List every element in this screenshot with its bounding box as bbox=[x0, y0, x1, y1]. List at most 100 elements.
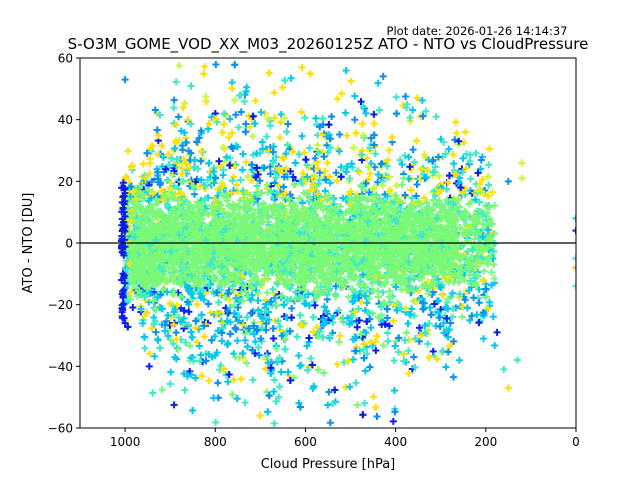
scatter-point bbox=[308, 361, 316, 369]
scatter-point bbox=[278, 169, 286, 177]
scatter-point bbox=[295, 292, 303, 300]
scatter-point bbox=[344, 314, 352, 322]
scatter-point bbox=[264, 359, 272, 367]
scatter-point bbox=[187, 120, 195, 128]
scatter-point bbox=[242, 158, 250, 166]
scatter-point bbox=[357, 330, 365, 338]
scatter-point bbox=[465, 287, 473, 295]
scatter-point bbox=[230, 301, 238, 309]
scatter-point bbox=[458, 313, 466, 321]
scatter-point bbox=[447, 274, 455, 282]
scatter-point bbox=[332, 293, 340, 301]
scatter-point bbox=[148, 178, 156, 186]
scatter-point bbox=[284, 120, 292, 128]
scatter-point bbox=[225, 296, 233, 304]
scatter-point bbox=[466, 157, 474, 165]
scatter-point bbox=[221, 294, 229, 302]
scatter-point bbox=[276, 323, 284, 331]
scatter-point bbox=[385, 188, 393, 196]
scatter-point bbox=[326, 144, 334, 152]
scatter-point bbox=[484, 192, 492, 200]
scatter-point bbox=[205, 377, 213, 385]
scatter-point bbox=[467, 277, 475, 285]
scatter-point bbox=[286, 376, 294, 384]
scatter-point bbox=[336, 203, 344, 211]
scatter-point bbox=[475, 285, 483, 293]
scatter-point bbox=[443, 314, 451, 322]
scatter-point bbox=[351, 308, 359, 316]
scatter-point bbox=[422, 173, 430, 181]
scatter-point bbox=[343, 162, 351, 170]
scatter-point bbox=[297, 321, 305, 329]
scatter-point bbox=[205, 120, 213, 128]
scatter-point bbox=[412, 192, 420, 200]
scatter-point bbox=[165, 161, 173, 169]
scatter-point bbox=[448, 313, 456, 321]
scatter-point bbox=[212, 214, 220, 222]
scatter-point bbox=[174, 196, 182, 204]
scatter-point bbox=[289, 206, 297, 214]
scatter-point bbox=[174, 345, 182, 353]
scatter-point bbox=[223, 317, 231, 325]
scatter-point bbox=[201, 63, 209, 71]
scatter-point bbox=[263, 133, 271, 141]
scatter-point bbox=[210, 394, 218, 402]
scatter-point bbox=[370, 141, 378, 149]
scatter-point bbox=[412, 335, 420, 343]
scatter-point bbox=[264, 189, 272, 197]
scatter-point bbox=[212, 60, 220, 68]
scatter-point bbox=[160, 153, 168, 161]
scatter-point bbox=[322, 212, 330, 220]
scatter-point bbox=[457, 184, 465, 192]
scatter-point bbox=[351, 333, 359, 341]
scatter-point bbox=[127, 288, 135, 296]
scatter-point bbox=[252, 97, 260, 105]
scatter-point bbox=[225, 371, 233, 379]
scatter-point bbox=[181, 99, 189, 107]
scatter-point bbox=[196, 357, 204, 365]
scatter-point bbox=[143, 149, 151, 157]
scatter-point bbox=[228, 391, 236, 398]
scatter-point bbox=[233, 337, 241, 345]
scatter-point bbox=[417, 331, 425, 339]
scatter-point bbox=[291, 202, 299, 210]
scatter-point bbox=[215, 298, 223, 306]
scatter-point bbox=[278, 357, 286, 365]
scatter-point bbox=[321, 167, 329, 175]
scatter-point bbox=[278, 332, 286, 340]
scatter-point bbox=[310, 382, 318, 390]
scatter-point bbox=[306, 186, 314, 194]
scatter-point bbox=[301, 114, 309, 122]
scatter-point bbox=[351, 92, 359, 100]
scatter-point bbox=[392, 182, 400, 190]
scatter-point bbox=[465, 271, 473, 279]
scatter-point bbox=[141, 293, 149, 301]
scatter-point bbox=[210, 168, 218, 176]
scatter-point bbox=[313, 323, 321, 331]
scatter-point bbox=[140, 333, 148, 341]
scatter-point bbox=[216, 290, 224, 298]
scatter-point bbox=[204, 176, 212, 184]
scatter-point bbox=[480, 277, 488, 285]
scatter-point bbox=[444, 333, 452, 341]
scatter-point bbox=[195, 134, 203, 142]
scatter-point bbox=[486, 298, 494, 306]
scatter-point bbox=[281, 76, 289, 84]
scatter-point bbox=[124, 147, 132, 155]
scatter-point bbox=[262, 300, 270, 308]
scatter-point bbox=[406, 310, 414, 318]
scatter-point bbox=[239, 150, 247, 158]
scatter-point bbox=[404, 347, 412, 355]
scatter-point bbox=[440, 138, 448, 146]
scatter-point bbox=[243, 359, 251, 367]
scatter-point bbox=[479, 309, 487, 317]
scatter-point bbox=[156, 344, 164, 352]
scatter-point bbox=[128, 162, 136, 170]
scatter-point bbox=[169, 340, 177, 348]
scatter-point bbox=[484, 173, 492, 181]
scatter-point bbox=[172, 121, 180, 129]
scatter-point bbox=[225, 134, 233, 142]
scatter-point bbox=[350, 218, 358, 226]
scatter-point bbox=[364, 309, 372, 317]
scatter-point bbox=[197, 127, 205, 135]
